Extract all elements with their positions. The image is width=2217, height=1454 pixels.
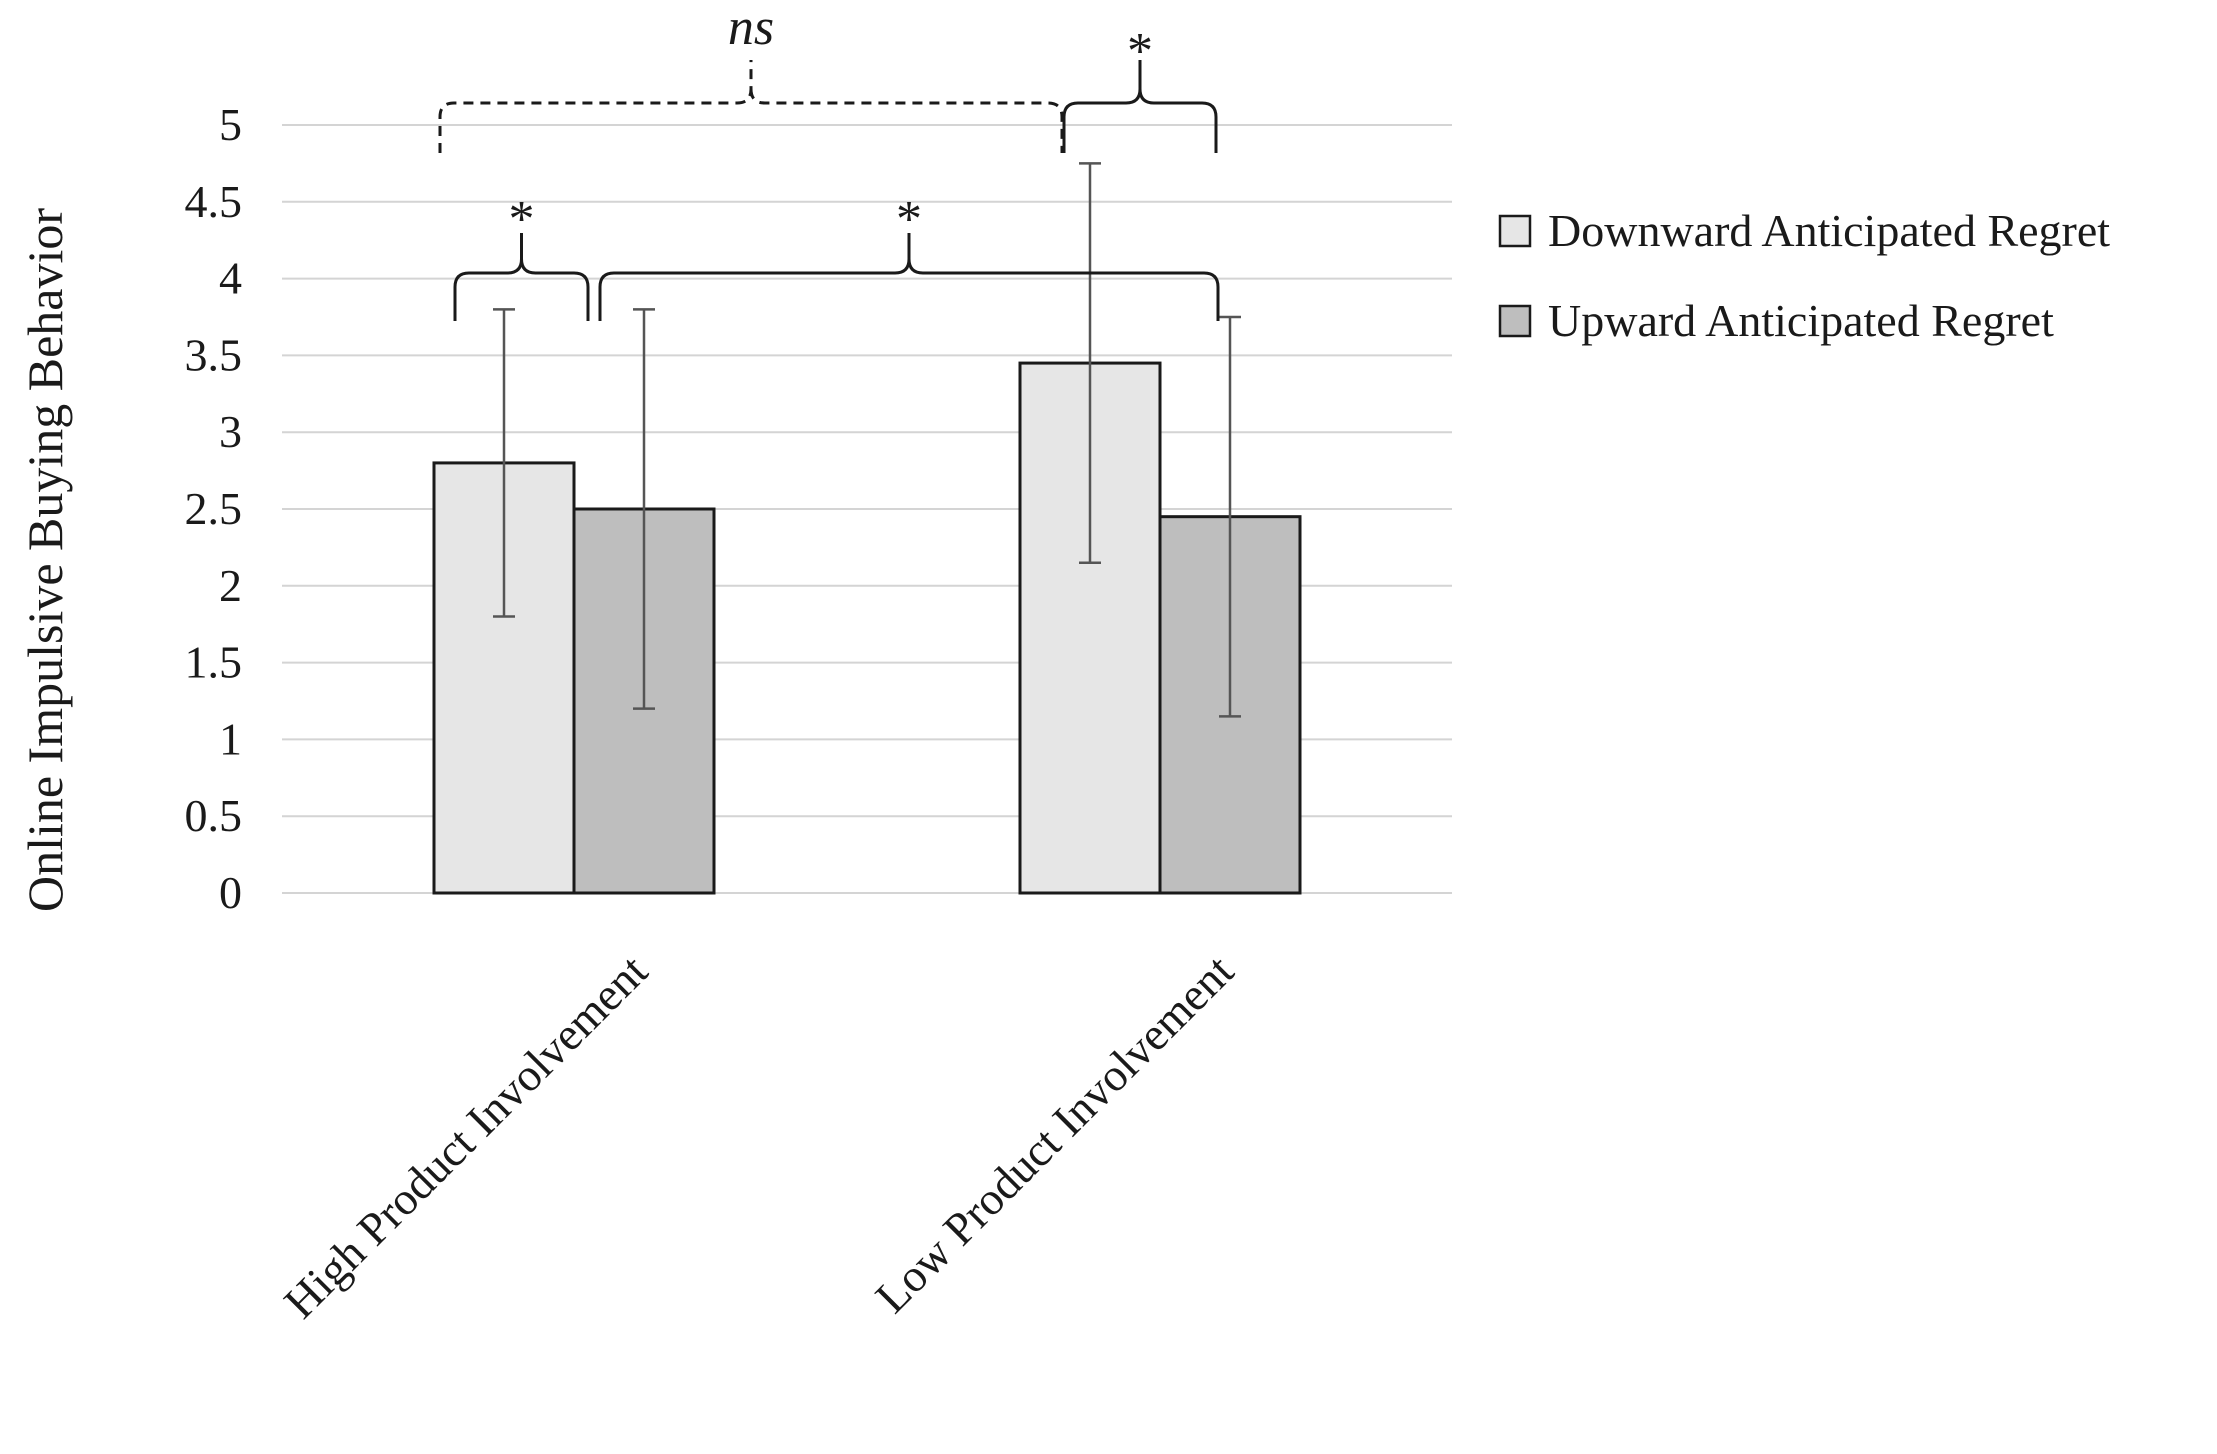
error-bars	[493, 162, 1241, 718]
y-tick-label: 4.5	[185, 176, 243, 227]
legend-label: Downward Anticipated Regret	[1548, 205, 2110, 256]
bars	[432, 361, 1302, 895]
y-axis-ticks: 0 0.5 1 1.5 2 2.5 3 3.5 4 4.5 5	[185, 99, 243, 918]
y-tick-label: 5	[219, 99, 242, 150]
legend-swatch-downward	[1498, 214, 1532, 248]
y-tick-label: 0.5	[185, 790, 243, 841]
significance-bracket	[598, 233, 1220, 321]
x-category-label: Low Product Involvement	[866, 945, 1244, 1323]
y-tick-label: 3	[219, 406, 242, 457]
legend-swatch-upward	[1498, 304, 1532, 338]
legend: Downward Anticipated Regret Upward Antici…	[1498, 205, 2110, 346]
significance-label: ns	[728, 0, 774, 56]
x-category-label: High Product Involvement	[274, 945, 657, 1328]
legend-label: Upward Anticipated Regret	[1548, 295, 2054, 346]
significance-bracket	[438, 60, 1064, 153]
significance-label: *	[1127, 23, 1153, 80]
category-labels: High Product Involvement Low Product Invo…	[274, 945, 1243, 1328]
significance-bracket	[453, 233, 590, 321]
y-tick-label: 0	[219, 867, 242, 918]
y-tick-label: 4	[219, 253, 242, 304]
significance-label: *	[896, 191, 922, 248]
y-tick-label: 2	[219, 560, 242, 611]
y-tick-label: 2.5	[185, 483, 243, 534]
significance-bracket	[1062, 60, 1218, 153]
y-tick-label: 1	[219, 713, 242, 764]
significance-label: *	[509, 191, 535, 248]
y-axis-title: Online Impulsive Buying Behavior	[17, 208, 73, 912]
significance-brackets: * * ns *	[438, 0, 1220, 321]
y-tick-label: 1.5	[185, 637, 243, 688]
y-tick-label: 3.5	[185, 329, 243, 380]
